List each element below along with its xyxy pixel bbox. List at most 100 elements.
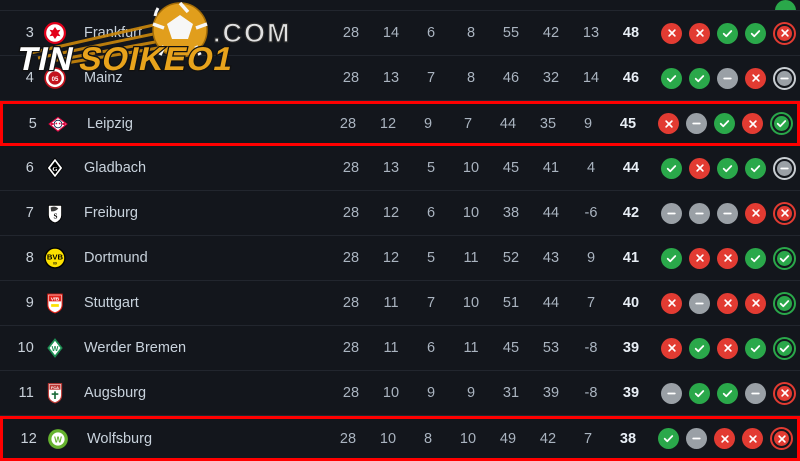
team-name[interactable]: Leipzig: [87, 115, 133, 132]
position-number: 7: [25, 205, 34, 221]
form-loss-icon-latest[interactable]: [773, 381, 796, 405]
form-loss-icon[interactable]: [717, 337, 738, 359]
cell-goals-for: 45: [502, 160, 520, 176]
form-loss-icon[interactable]: [717, 247, 738, 269]
cell-drawn: 6: [426, 340, 436, 356]
team-name[interactable]: Augsburg: [84, 385, 147, 401]
table-row[interactable]: 5 Leipzig 28 12 9 7 44 35 9 45: [0, 101, 800, 146]
cell-won: 13: [382, 70, 400, 86]
team-name[interactable]: Mainz: [84, 70, 123, 86]
cell-lost: 10: [459, 430, 477, 447]
team-name[interactable]: Gladbach: [84, 160, 147, 176]
form-win-icon[interactable]: [745, 247, 766, 269]
form-draw-icon[interactable]: [745, 382, 766, 404]
table-row[interactable]: 4 05 Mainz 28 13 7 8 46 32 14 46: [0, 56, 800, 101]
form-win-icon[interactable]: [717, 157, 738, 179]
cell-drawn: 6: [426, 25, 436, 41]
form-loss-icon[interactable]: [661, 292, 682, 314]
cell-won: 10: [382, 385, 400, 401]
form-draw-icon[interactable]: [717, 202, 738, 224]
cell-goal-diff: 7: [583, 430, 593, 447]
table-row[interactable]: 12 W Wolfsburg 28 10 8 10 49 42 7 38: [0, 416, 800, 461]
form-draw-icon[interactable]: [717, 67, 738, 89]
position-number: 9: [25, 295, 34, 311]
form-guide: [661, 381, 800, 405]
form-win-icon[interactable]: [689, 67, 710, 89]
form-win-icon[interactable]: [661, 67, 682, 89]
form-win-icon[interactable]: [745, 157, 766, 179]
form-loss-icon[interactable]: [714, 428, 735, 449]
form-loss-icon[interactable]: [689, 157, 710, 179]
table-row-partial[interactable]: [0, 0, 800, 11]
form-loss-icon[interactable]: [658, 113, 679, 134]
cell-goal-diff: 9: [583, 115, 593, 132]
form-win-icon[interactable]: [745, 22, 766, 44]
form-draw-icon[interactable]: [686, 113, 707, 134]
cell-played: 28: [339, 115, 357, 132]
form-draw-icon-latest[interactable]: [773, 66, 796, 90]
form-win-icon[interactable]: [714, 113, 735, 134]
form-draw-icon[interactable]: [686, 428, 707, 449]
table-row[interactable]: 11 FCA Augsburg 28 10 9 9 31 39 -8 39: [0, 371, 800, 416]
table-row[interactable]: 3 Frankfurt 28 14 6 8 55 42 13 48: [0, 11, 800, 56]
form-loss-icon[interactable]: [689, 22, 710, 44]
form-win-icon-latest[interactable]: [770, 112, 793, 135]
table-row[interactable]: 8 BVB 09 Dortmund 28 12 5 11 52 43 9 41: [0, 236, 800, 281]
cell-goals-for: 45: [502, 340, 520, 356]
form-guide: [661, 291, 800, 315]
cell-points: 46: [622, 70, 640, 86]
cell-played: 28: [342, 340, 360, 356]
cell-goals-against: 43: [542, 250, 560, 266]
team-name[interactable]: Freiburg: [84, 205, 138, 221]
table-row[interactable]: 9 VfB Stuttgart 28 11 7 10 51 44 7 40: [0, 281, 800, 326]
form-loss-icon-latest[interactable]: [773, 21, 796, 45]
form-loss-icon[interactable]: [745, 202, 766, 224]
form-draw-icon[interactable]: [661, 202, 682, 224]
form-win-icon-latest[interactable]: [773, 246, 796, 270]
form-draw-icon-latest[interactable]: [773, 156, 796, 180]
cell-played: 28: [342, 25, 360, 41]
form-win-icon[interactable]: [717, 22, 738, 44]
form-win-icon[interactable]: [689, 337, 710, 359]
cell-points: 39: [622, 340, 640, 356]
form-loss-icon[interactable]: [689, 247, 710, 269]
cell-goals-for: 31: [502, 385, 520, 401]
form-win-icon[interactable]: [661, 157, 682, 179]
position-number: 6: [25, 160, 34, 176]
team-name[interactable]: Stuttgart: [84, 295, 139, 311]
svg-text:09: 09: [53, 262, 57, 266]
cell-drawn: 6: [426, 205, 436, 221]
form-draw-icon[interactable]: [689, 202, 710, 224]
team-name[interactable]: Dortmund: [84, 250, 148, 266]
cell-goals-against: 39: [542, 385, 560, 401]
cell-goals-for: 52: [502, 250, 520, 266]
cell-lost: 10: [462, 295, 480, 311]
form-win-icon[interactable]: [661, 247, 682, 269]
table-row[interactable]: 10 W Werder Bremen 28 11 6 11 45 53 -8 39: [0, 326, 800, 371]
form-draw-icon[interactable]: [689, 292, 710, 314]
form-loss-icon[interactable]: [717, 292, 738, 314]
form-win-icon-latest[interactable]: [773, 291, 796, 315]
form-win-icon[interactable]: [658, 428, 679, 449]
team-name[interactable]: Werder Bremen: [84, 340, 187, 356]
form-loss-icon[interactable]: [661, 337, 682, 359]
form-win-icon-latest[interactable]: [773, 336, 796, 360]
form-win-icon[interactable]: [689, 382, 710, 404]
table-row[interactable]: 7 S Freiburg 28 12 6 10 38 44 -6 42: [0, 191, 800, 236]
team-name[interactable]: Wolfsburg: [87, 430, 153, 447]
form-draw-icon[interactable]: [661, 382, 682, 404]
form-loss-icon-latest[interactable]: [770, 427, 793, 450]
form-loss-icon[interactable]: [742, 428, 763, 449]
cell-goals-against: 44: [542, 205, 560, 221]
cell-lost: 11: [463, 340, 479, 356]
team-name[interactable]: Frankfurt: [84, 25, 143, 41]
form-win-icon[interactable]: [717, 382, 738, 404]
form-win-icon[interactable]: [745, 337, 766, 359]
form-loss-icon[interactable]: [742, 113, 763, 134]
form-loss-icon[interactable]: [661, 22, 682, 44]
form-loss-icon[interactable]: [745, 292, 766, 314]
form-loss-icon-latest[interactable]: [773, 201, 796, 225]
cell-drawn: 5: [426, 160, 436, 176]
form-loss-icon[interactable]: [745, 67, 766, 89]
table-row[interactable]: 6 G Gladbach 28 13 5 10 45 41 4 44: [0, 146, 800, 191]
